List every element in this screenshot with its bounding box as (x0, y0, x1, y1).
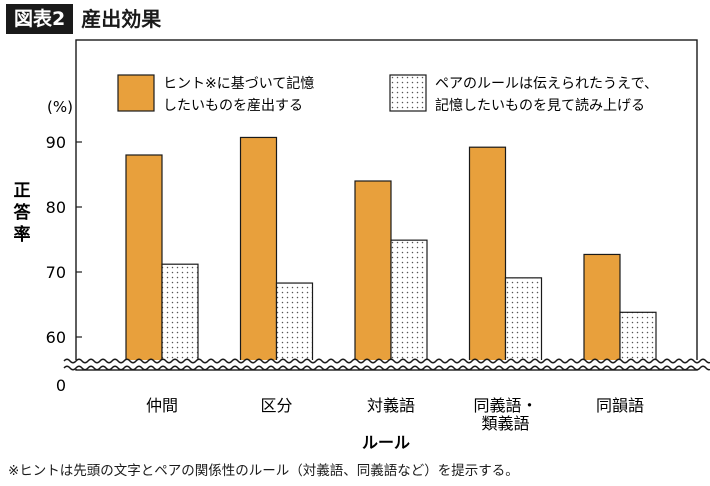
y-axis-title-char: 正 (14, 181, 31, 201)
legend-label: ペアのルールは伝えられたうえで、 (435, 76, 658, 92)
x-tick-label: 同義語・ (473, 396, 537, 415)
bar-series-b (504, 277, 543, 366)
figure-header: 図表2 産出効果 (6, 4, 161, 34)
axis-break-band (66, 360, 705, 369)
footnote: ※ヒントは先頭の文字とペアの関係性のルール（対義語、同義語など）を提示する。 (8, 463, 519, 479)
y-tick-label: 80 (46, 198, 66, 217)
bar-series-a (239, 136, 278, 366)
x-tick-label: 対義語 (367, 396, 415, 415)
bar-series-b (275, 282, 314, 366)
bar-series-a (125, 154, 163, 366)
y-tick-label: 60 (46, 328, 66, 347)
bar-series-a (583, 253, 621, 366)
y-axis-title-char: 答 (14, 202, 32, 223)
x-axis-title: ルール (362, 433, 410, 452)
y-unit-label: (%) (47, 98, 73, 116)
x-tick-label: 区分 (260, 396, 292, 415)
x-tick-label: 同韻語 (596, 396, 644, 415)
legend-label: 記憶したいものを見て読み上げる (435, 97, 645, 114)
y-tick-label: 0 (56, 376, 66, 395)
figure-label: 図表2 (6, 4, 74, 34)
legend-label: したいものを産出する (163, 98, 303, 114)
bar-series-b (619, 311, 657, 366)
y-axis-title-char: 率 (14, 224, 31, 245)
legend-swatch (117, 74, 155, 112)
y-tick-label: 70 (46, 263, 66, 282)
bar-series-a (468, 146, 507, 366)
legend-label: ヒント※に基づいて記憶 (163, 75, 314, 92)
y-tick-label: 90 (46, 133, 66, 152)
x-tick-label: 仲間 (146, 396, 178, 415)
axis-break-line (63, 358, 710, 364)
x-tick-label: 類義語 (481, 414, 529, 433)
bar-series-b (390, 239, 428, 366)
legend-swatch (389, 74, 427, 112)
bar-series-a (354, 180, 392, 366)
bar-series-b (161, 263, 199, 366)
figure-title: 産出効果 (81, 7, 162, 31)
axis-break-line (63, 365, 710, 371)
